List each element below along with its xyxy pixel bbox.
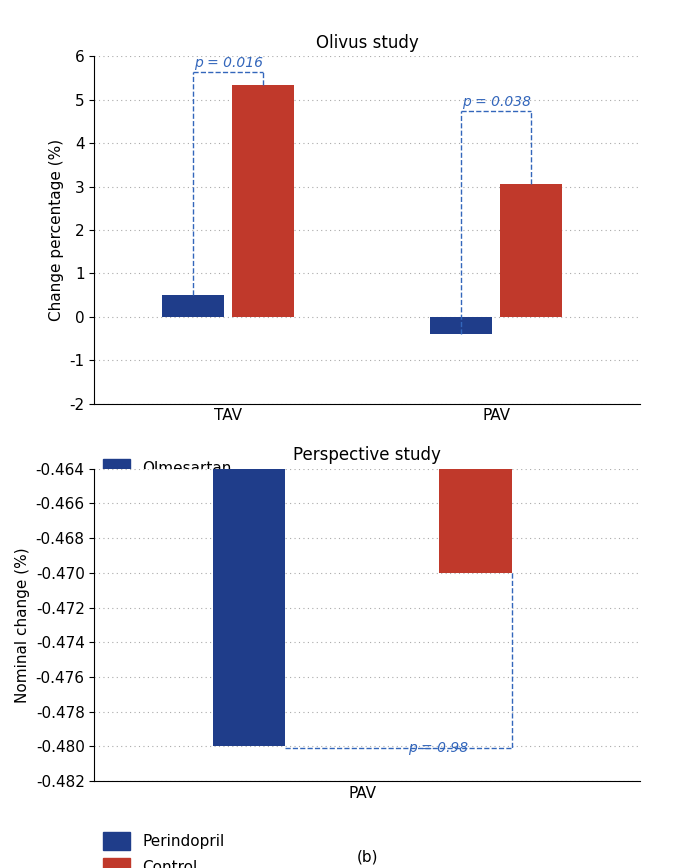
Bar <box>430 317 492 334</box>
Y-axis label: Nominal change (%): Nominal change (%) <box>15 547 30 703</box>
Legend: Perindopril, Control: Perindopril, Control <box>96 826 231 868</box>
Title: Olivus study: Olivus study <box>316 34 419 52</box>
Legend: Olmesartan, Control: Olmesartan, Control <box>96 453 238 508</box>
Text: (b): (b) <box>357 850 378 865</box>
Bar <box>162 295 224 317</box>
Text: p = 0.038: p = 0.038 <box>462 95 530 108</box>
Y-axis label: Change percentage (%): Change percentage (%) <box>49 139 64 321</box>
Text: p = 0.016: p = 0.016 <box>193 56 263 69</box>
Bar <box>500 183 562 317</box>
Bar <box>233 85 294 317</box>
Title: Perspective study: Perspective study <box>293 446 441 464</box>
Bar <box>439 469 512 573</box>
Text: (a): (a) <box>357 480 378 495</box>
Bar <box>213 469 285 746</box>
Text: p = 0.98: p = 0.98 <box>408 741 468 755</box>
